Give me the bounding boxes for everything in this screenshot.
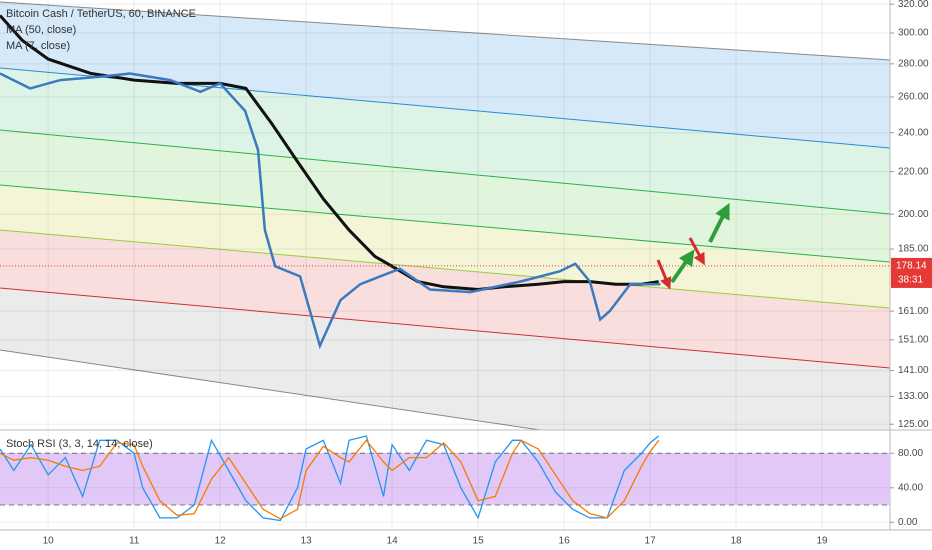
countdown: 38:31 xyxy=(898,275,923,286)
band xyxy=(0,288,890,430)
x-tick-label: 11 xyxy=(129,536,140,547)
band xyxy=(0,230,890,368)
legend-entry: MA (7, close) xyxy=(6,40,70,52)
x-tick-label: 17 xyxy=(645,536,657,547)
y-tick-label: 320.00 xyxy=(898,0,929,10)
arrow xyxy=(656,259,672,290)
last-price-tag xyxy=(891,257,932,288)
x-tick-label: 13 xyxy=(301,536,313,547)
series-line xyxy=(0,72,661,350)
price-pane: 125.00 133.00 141.00 151.00 161.00 185.00 200.… xyxy=(0,0,932,430)
y-tick-label: 125.00 xyxy=(898,419,929,430)
x-tick-label: 10 xyxy=(43,536,55,547)
y-tick-label: 220.00 xyxy=(898,166,929,177)
x-tick-label: 19 xyxy=(817,536,829,547)
y-tick-label: 185.00 xyxy=(898,244,929,255)
band xyxy=(0,68,890,214)
channel-line xyxy=(0,287,891,369)
x-tick-label: 16 xyxy=(559,536,571,547)
chart-title: Bitcoin Cash / TetherUS, 60, BINANCE xyxy=(6,8,196,20)
y-tick-label: 40.00 xyxy=(898,482,923,493)
channel-line xyxy=(0,349,541,431)
y-tick-label: 0.00 xyxy=(898,517,918,528)
stoch-pane: 80.00 40.00 0.00 xyxy=(0,430,923,530)
channel-line xyxy=(0,229,891,309)
y-tick-label: 80.00 xyxy=(898,448,923,459)
arrow xyxy=(688,237,705,266)
arrow xyxy=(708,202,730,243)
y-tick-label: 280.00 xyxy=(898,58,929,69)
x-tick-label: 14 xyxy=(387,536,399,547)
y-tick-label: 161.00 xyxy=(898,306,929,317)
band-fill xyxy=(0,453,890,505)
series-line xyxy=(0,14,659,292)
band xyxy=(0,130,890,262)
arrows xyxy=(656,202,730,290)
x-tick-label: 12 xyxy=(215,536,227,547)
channel xyxy=(0,1,891,431)
x-tick-label: 18 xyxy=(731,536,743,547)
stoch-title: Stoch RSI (3, 3, 14, 14, close) xyxy=(6,438,153,450)
channel-line xyxy=(0,1,891,61)
y-tick-label: 200.00 xyxy=(898,209,929,220)
x-tick-label: 15 xyxy=(473,536,485,547)
last-price-label: 178.14 xyxy=(896,261,927,272)
band xyxy=(0,2,890,148)
channel-line xyxy=(0,129,891,215)
y-tick-label: 151.00 xyxy=(898,334,929,345)
series-line xyxy=(0,439,660,520)
series-line xyxy=(0,435,660,522)
y-tick-label: 141.00 xyxy=(898,365,929,376)
y-tick-label: 240.00 xyxy=(898,127,929,138)
y-tick-label: 260.00 xyxy=(898,92,929,103)
y-tick-label: 300.00 xyxy=(898,28,929,39)
y-tick-label: 133.00 xyxy=(898,391,929,402)
channel-line xyxy=(0,184,891,263)
arrow xyxy=(670,249,695,284)
legend-entry: MA (50, close) xyxy=(6,24,76,36)
